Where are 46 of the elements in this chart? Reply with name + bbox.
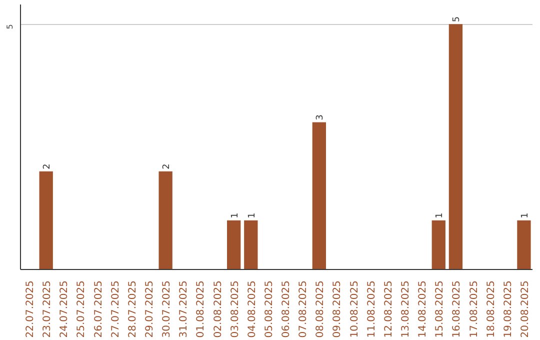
x-tick-label: 20.08.2025: [520, 280, 531, 338]
x-tick-label: 06.08.2025: [281, 280, 292, 338]
bar: [39, 171, 53, 270]
x-tick-label: 27.07.2025: [110, 280, 122, 338]
x-tick-label: 15.08.2025: [434, 280, 446, 338]
data-label: 2: [162, 164, 172, 170]
x-tick-label: 31.07.2025: [178, 280, 190, 338]
x-tick-label: 22.07.2025: [25, 280, 36, 338]
x-tick-label: 18.08.2025: [486, 280, 497, 338]
x-tick-label: 13.08.2025: [400, 280, 412, 338]
x-tick-label: 16.08.2025: [452, 280, 463, 338]
data-label: 3: [316, 114, 326, 120]
x-tick-label: 04.08.2025: [246, 280, 258, 338]
data-label: 1: [230, 212, 240, 218]
x-tick-label: 17.08.2025: [468, 280, 480, 338]
x-tick-label: 02.08.2025: [212, 280, 224, 338]
x-tick-label: 09.08.2025: [332, 280, 344, 338]
x-tick-label: 24.07.2025: [59, 280, 70, 338]
data-label: 1: [247, 212, 258, 218]
x-tick-label: 23.07.2025: [42, 280, 54, 338]
bar: [448, 24, 463, 270]
x-tick-label: 30.07.2025: [162, 280, 173, 338]
x-tick-label: 14.08.2025: [418, 280, 429, 338]
x-tick-label: 25.07.2025: [76, 280, 88, 338]
data-label: 2: [42, 164, 53, 170]
x-tick-label: 26.07.2025: [93, 280, 104, 338]
x-tick-label: 28.07.2025: [127, 280, 138, 338]
x-tick-label: 10.08.2025: [349, 280, 360, 338]
x-tick-label: 05.08.2025: [264, 280, 275, 338]
x-tick-label: 07.08.2025: [298, 280, 310, 338]
data-label: 5: [452, 16, 462, 22]
bar: [312, 122, 326, 270]
data-label: 1: [520, 212, 530, 218]
x-tick-label: 11.08.2025: [366, 280, 378, 338]
x-tick-label: 08.08.2025: [315, 280, 326, 338]
x-tick-label: 29.07.2025: [144, 280, 156, 338]
bar: [432, 220, 446, 270]
x-tick-label: 19.08.2025: [502, 280, 514, 338]
bar: [227, 220, 241, 270]
bar: [158, 171, 172, 270]
x-tick-label: 01.08.2025: [196, 280, 207, 338]
bar: [244, 220, 258, 270]
x-tick-label: 03.08.2025: [230, 280, 241, 338]
data-label: 1: [435, 212, 446, 218]
bar: [517, 220, 531, 270]
x-tick-label: 12.08.2025: [383, 280, 394, 338]
